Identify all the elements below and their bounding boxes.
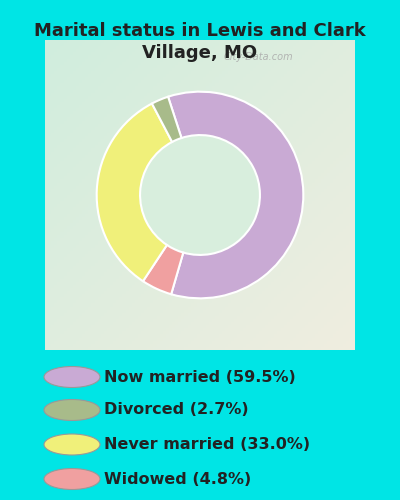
Wedge shape (152, 96, 182, 142)
Circle shape (44, 468, 100, 489)
Circle shape (44, 434, 100, 455)
Text: Never married (33.0%): Never married (33.0%) (104, 437, 310, 452)
Wedge shape (168, 92, 303, 298)
Wedge shape (143, 245, 183, 294)
Text: City-Data.com: City-Data.com (223, 52, 293, 62)
Circle shape (44, 400, 100, 420)
Text: Widowed (4.8%): Widowed (4.8%) (104, 472, 251, 486)
Text: Now married (59.5%): Now married (59.5%) (104, 370, 296, 384)
Text: Divorced (2.7%): Divorced (2.7%) (104, 402, 249, 417)
Circle shape (140, 135, 260, 255)
Circle shape (44, 366, 100, 388)
Wedge shape (97, 104, 172, 281)
Text: Marital status in Lewis and Clark
Village, MO: Marital status in Lewis and Clark Villag… (34, 22, 366, 62)
